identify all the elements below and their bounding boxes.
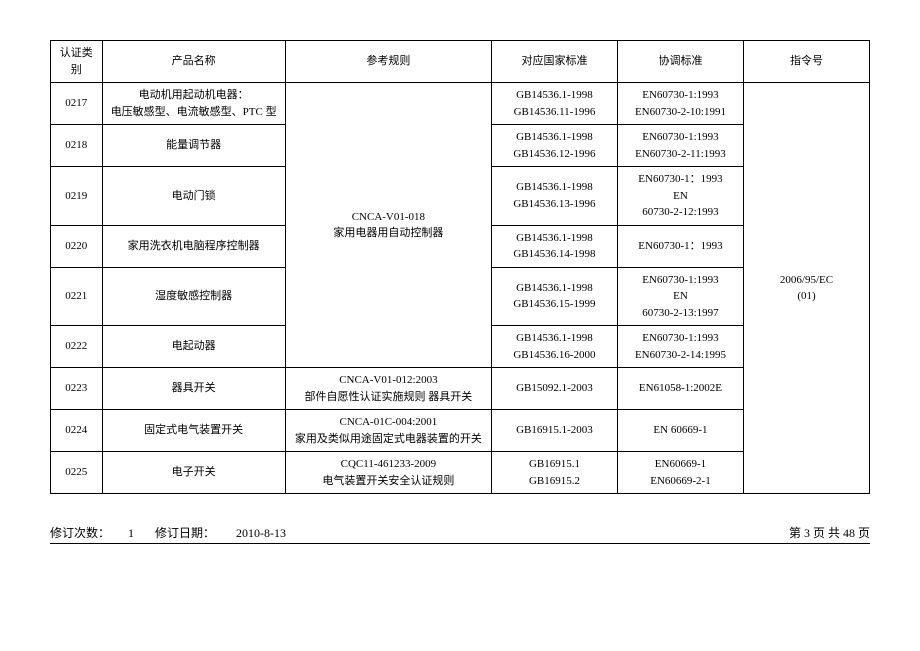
cell-code: 0223 [51, 368, 103, 410]
footer-left: 修订次数： 1 修订日期： 2010-8-13 [50, 524, 304, 541]
text: EN60730-1：1993 [638, 173, 722, 185]
cell-name: 电起动器 [102, 326, 285, 368]
header-dir: 指令号 [743, 41, 869, 83]
cell-code: 0225 [51, 452, 103, 494]
text: GB14536.1-1998 [516, 89, 593, 101]
text: EN60730-1:1993 [642, 89, 718, 101]
cell-name: 电子开关 [102, 452, 285, 494]
cell-std: GB14536.1-1998 GB14536.14-1998 [491, 225, 617, 267]
cell-harm: EN60730-1：1993 [617, 225, 743, 267]
cell-std: GB14536.1-1998 GB14536.12-1996 [491, 125, 617, 167]
footer-page: 第 3 页 共 48 页 [789, 524, 870, 541]
text: GB14536.1-1998 [516, 232, 593, 244]
text: EN [673, 190, 688, 202]
cell-code: 0220 [51, 225, 103, 267]
cell-name: 电动机用起动机电器： 电压敏感型、电流敏感型、PTC 型 [102, 83, 285, 125]
cell-name: 器具开关 [102, 368, 285, 410]
cell-std: GB15092.1-2003 [491, 368, 617, 410]
text: EN [673, 290, 688, 302]
text: GB14536.11-1996 [514, 106, 596, 118]
text: CNCA-01C-004:2001 [339, 416, 437, 428]
cell-std: GB16915.1 GB16915.2 [491, 452, 617, 494]
cell-code: 0222 [51, 326, 103, 368]
text: GB14536.15-1999 [513, 298, 595, 310]
cell-harm: EN60669-1 EN60669-2-1 [617, 452, 743, 494]
cell-name: 湿度敏感控制器 [102, 267, 285, 326]
cell-code: 0217 [51, 83, 103, 125]
header-rule: 参考规则 [285, 41, 491, 83]
cell-harm: EN60730-1：1993 EN 60730-2-12:1993 [617, 167, 743, 226]
text: 家用及类似用途固定式电器装置的开关 [295, 433, 482, 445]
table-header-row: 认证类别 产品名称 参考规则 对应国家标准 协调标准 指令号 [51, 41, 870, 83]
text: 电压敏感型、电流敏感型、PTC 型 [111, 106, 277, 118]
rev-count: 1 [128, 526, 134, 540]
text: GB16915.2 [529, 475, 580, 487]
text: GB16915.1 [529, 458, 580, 470]
text: GB14536.13-1996 [513, 198, 595, 210]
text: GB14536.16-2000 [513, 349, 595, 361]
cell-directive-merged: 2006/95/EC (01) [743, 83, 869, 494]
cell-std: GB14536.1-1998 GB14536.16-2000 [491, 326, 617, 368]
header-code: 认证类别 [51, 41, 103, 83]
text: 60730-2-13:1997 [642, 307, 718, 319]
cell-name: 能量调节器 [102, 125, 285, 167]
header-name: 产品名称 [102, 41, 285, 83]
cell-harm: EN61058-1:2002E [617, 368, 743, 410]
cell-name: 固定式电气装置开关 [102, 410, 285, 452]
cell-rule: CNCA-V01-012:2003 部件自愿性认证实施规则 器具开关 [285, 368, 491, 410]
cell-std: GB16915.1-2003 [491, 410, 617, 452]
cell-rule: CNCA-01C-004:2001 家用及类似用途固定式电器装置的开关 [285, 410, 491, 452]
cell-harm: EN60730-1:1993 EN60730-2-10:1991 [617, 83, 743, 125]
text: EN60730-1:1993 [642, 131, 718, 143]
text: 部件自愿性认证实施规则 器具开关 [305, 391, 473, 403]
text: 电气装置开关安全认证规则 [322, 475, 454, 487]
text: EN60669-2-1 [650, 475, 711, 487]
header-harm: 协调标准 [617, 41, 743, 83]
text: EN60730-2-10:1991 [635, 106, 726, 118]
cell-harm: EN60730-1:1993 EN60730-2-14:1995 [617, 326, 743, 368]
text: 60730-2-12:1993 [642, 206, 718, 218]
text: GB14536.1-1998 [516, 181, 593, 193]
text: CNCA-V01-018 [352, 211, 425, 223]
cell-code: 0218 [51, 125, 103, 167]
text: CNCA-V01-012:2003 [339, 374, 437, 386]
text: EN60730-2-14:1995 [635, 349, 726, 361]
cell-harm: EN60730-1:1993 EN 60730-2-13:1997 [617, 267, 743, 326]
cell-harm: EN 60669-1 [617, 410, 743, 452]
cell-std: GB14536.1-1998 GB14536.11-1996 [491, 83, 617, 125]
text: GB14536.14-1998 [513, 248, 595, 260]
text: GB14536.1-1998 [516, 332, 593, 344]
cell-std: GB14536.1-1998 GB14536.15-1999 [491, 267, 617, 326]
text: GB14536.12-1996 [513, 148, 595, 160]
cell-std: GB14536.1-1998 GB14536.13-1996 [491, 167, 617, 226]
cell-rule: CQC11-461233-2009 电气装置开关安全认证规则 [285, 452, 491, 494]
cell-code: 0219 [51, 167, 103, 226]
cell-harm: EN60730-1:1993 EN60730-2-11:1993 [617, 125, 743, 167]
page-footer: 修订次数： 1 修订日期： 2010-8-13 第 3 页 共 48 页 [50, 524, 870, 544]
table-row: 0217 电动机用起动机电器： 电压敏感型、电流敏感型、PTC 型 CNCA-V… [51, 83, 870, 125]
standards-table: 认证类别 产品名称 参考规则 对应国家标准 协调标准 指令号 0217 电动机用… [50, 40, 870, 494]
text: (01) [797, 290, 815, 302]
text: EN60669-1 [655, 458, 706, 470]
text: GB14536.1-1998 [516, 131, 593, 143]
text: EN60730-1:1993 [642, 274, 718, 286]
rev-date-label: 修订日期： [155, 526, 215, 540]
text: EN60730-1:1993 [642, 332, 718, 344]
rev-date: 2010-8-13 [236, 526, 286, 540]
text: 2006/95/EC [780, 274, 833, 286]
cell-name: 家用洗衣机电脑程序控制器 [102, 225, 285, 267]
cell-name: 电动门锁 [102, 167, 285, 226]
text: EN60730-2-11:1993 [635, 148, 726, 160]
rev-count-label: 修订次数： [50, 526, 110, 540]
text: 家用电器用自动控制器 [333, 227, 443, 239]
header-std: 对应国家标准 [491, 41, 617, 83]
text: GB14536.1-1998 [516, 282, 593, 294]
text: CQC11-461233-2009 [341, 458, 437, 470]
cell-code: 0224 [51, 410, 103, 452]
cell-rule-merged: CNCA-V01-018 家用电器用自动控制器 [285, 83, 491, 368]
text: 电动机用起动机电器： [139, 89, 249, 101]
cell-code: 0221 [51, 267, 103, 326]
